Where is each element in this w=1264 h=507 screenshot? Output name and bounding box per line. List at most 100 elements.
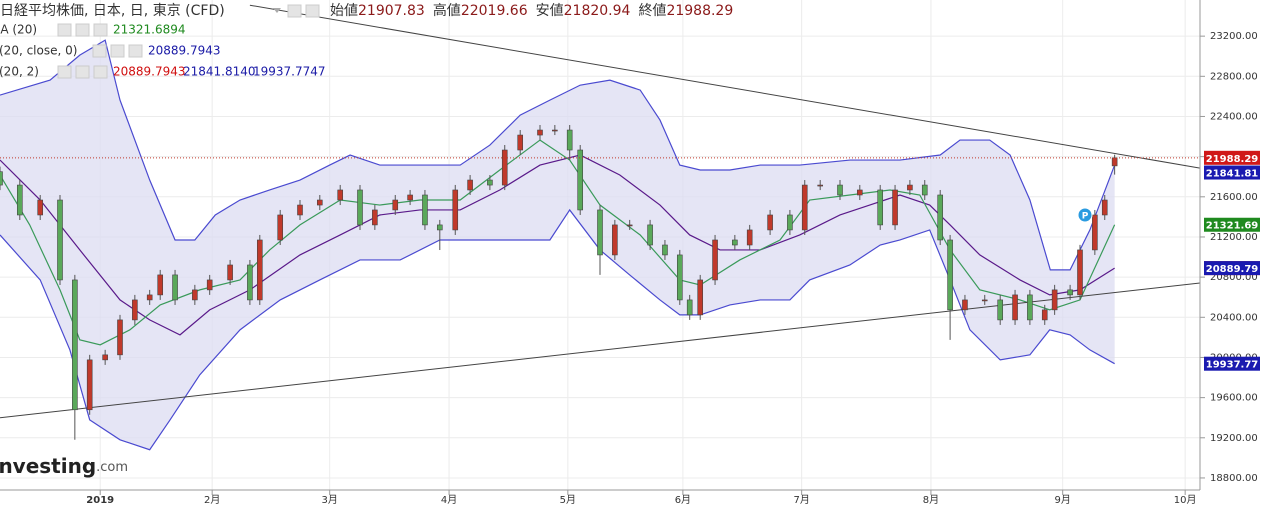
candle-body — [117, 319, 123, 356]
candle-body — [981, 299, 988, 302]
candle-body — [192, 289, 198, 301]
candle-body — [662, 244, 668, 256]
price-tag-label: 21841.81 — [1206, 169, 1259, 180]
watermark-suffix: .com — [96, 460, 128, 475]
candle-body — [877, 189, 884, 226]
candle-body — [712, 239, 718, 281]
candle-body — [801, 184, 808, 231]
ohlc-label: 高値 — [433, 2, 461, 19]
candle-body — [227, 264, 233, 281]
candle-body — [686, 299, 693, 316]
candle-body — [997, 299, 1004, 321]
x-tick-label: 10月 — [1174, 494, 1197, 506]
event-marker — [1077, 207, 1093, 223]
candle-body — [577, 149, 584, 211]
candle-body — [732, 239, 738, 246]
icon-button — [75, 65, 90, 79]
candle-body — [626, 224, 633, 227]
icon-button — [128, 44, 143, 58]
candle-body — [787, 214, 793, 231]
band-fill — [0, 40, 1115, 450]
candle-body — [1077, 249, 1083, 296]
y-tick-label: 22800.00 — [1210, 71, 1258, 82]
candle-body — [392, 199, 399, 211]
icon-button — [93, 23, 108, 37]
icon-button — [110, 44, 125, 58]
y-tick-label: 21600.00 — [1210, 192, 1258, 203]
candle-body — [837, 184, 843, 196]
icon-button — [93, 65, 108, 79]
icon-button — [57, 65, 72, 79]
candle-body — [1067, 289, 1073, 296]
candle-body — [37, 199, 44, 216]
ohlc-header: 始値21907.83 高値22019.66 安値21820.94 終値21988.29 — [330, 2, 733, 19]
candle-body — [157, 274, 164, 296]
candle-body — [357, 189, 363, 226]
indicator-line — [0, 208, 1115, 451]
trendline — [249, 4, 1201, 169]
y-tick-label: 20800.00 — [1210, 272, 1258, 283]
price-tag-label: 21321.69 — [1206, 221, 1259, 232]
candle-body — [436, 224, 443, 231]
indicator-name: MA (20) — [0, 23, 37, 37]
price-tag-label: 20889.79 — [1206, 264, 1259, 275]
indicator-name: (20, close, 0) — [0, 44, 77, 58]
candle-body — [537, 129, 543, 136]
x-tick-label: 6月 — [675, 494, 691, 506]
ohlc-label: 終値 — [638, 3, 666, 19]
candle-body — [256, 239, 263, 301]
icon-button — [305, 4, 320, 18]
price-tag — [1204, 261, 1260, 276]
candle-body — [1012, 294, 1018, 321]
candle-body — [132, 299, 138, 321]
candle-body — [517, 134, 524, 151]
y-tick-label: 19600.00 — [1210, 393, 1258, 404]
indicator-line — [0, 154, 1115, 336]
ohlc-label: 安値 — [536, 3, 564, 19]
indicator-value: 20889.7943 — [113, 65, 186, 79]
candle-body — [501, 149, 508, 186]
x-tick-label: 3月 — [322, 494, 338, 506]
ohlc-label: 始値 — [330, 3, 358, 19]
y-tick-label: 19200.00 — [1210, 433, 1258, 444]
candle-body — [947, 239, 953, 311]
price-tag-label: 21988.29 — [1206, 154, 1259, 165]
dropdown-arrow — [273, 8, 281, 13]
candle-body — [487, 179, 493, 186]
candle-body — [297, 204, 303, 216]
indicator-value: 20889.7943 — [148, 44, 221, 58]
icon-button — [92, 44, 107, 58]
candle-body — [907, 184, 913, 191]
y-tick-label: 23200.00 — [1210, 31, 1258, 42]
candle-body — [247, 264, 253, 301]
candle-body — [962, 299, 968, 311]
watermark: Investing.com — [0, 454, 128, 478]
candle-body — [597, 209, 603, 256]
candle-body — [172, 274, 178, 301]
candle-body — [566, 129, 573, 151]
x-tick-label: 2月 — [204, 494, 220, 506]
x-tick-label: 9月 — [1054, 494, 1070, 506]
candle-body — [676, 254, 683, 301]
indicator-value: 19937.7747 — [253, 65, 326, 79]
candle-body — [57, 199, 63, 281]
candle-body — [102, 354, 108, 361]
candle-body — [767, 214, 773, 231]
candle-body — [407, 194, 413, 201]
x-tick-label: 7月 — [793, 494, 809, 506]
candle-body — [817, 184, 824, 187]
x-tick-label: 2019 — [86, 495, 114, 506]
candle-body — [697, 279, 704, 316]
candle-body — [146, 294, 153, 301]
candle-body — [1092, 214, 1098, 251]
candle-body — [937, 194, 944, 241]
icon-button — [287, 4, 302, 18]
candle-body — [1051, 289, 1058, 311]
candle-body — [422, 194, 428, 226]
indicator-value: 21841.8140 — [183, 65, 256, 79]
candle-body — [206, 279, 213, 291]
x-tick-label: 4月 — [441, 494, 457, 506]
price-tag — [1204, 217, 1260, 232]
candle-body — [647, 224, 653, 246]
